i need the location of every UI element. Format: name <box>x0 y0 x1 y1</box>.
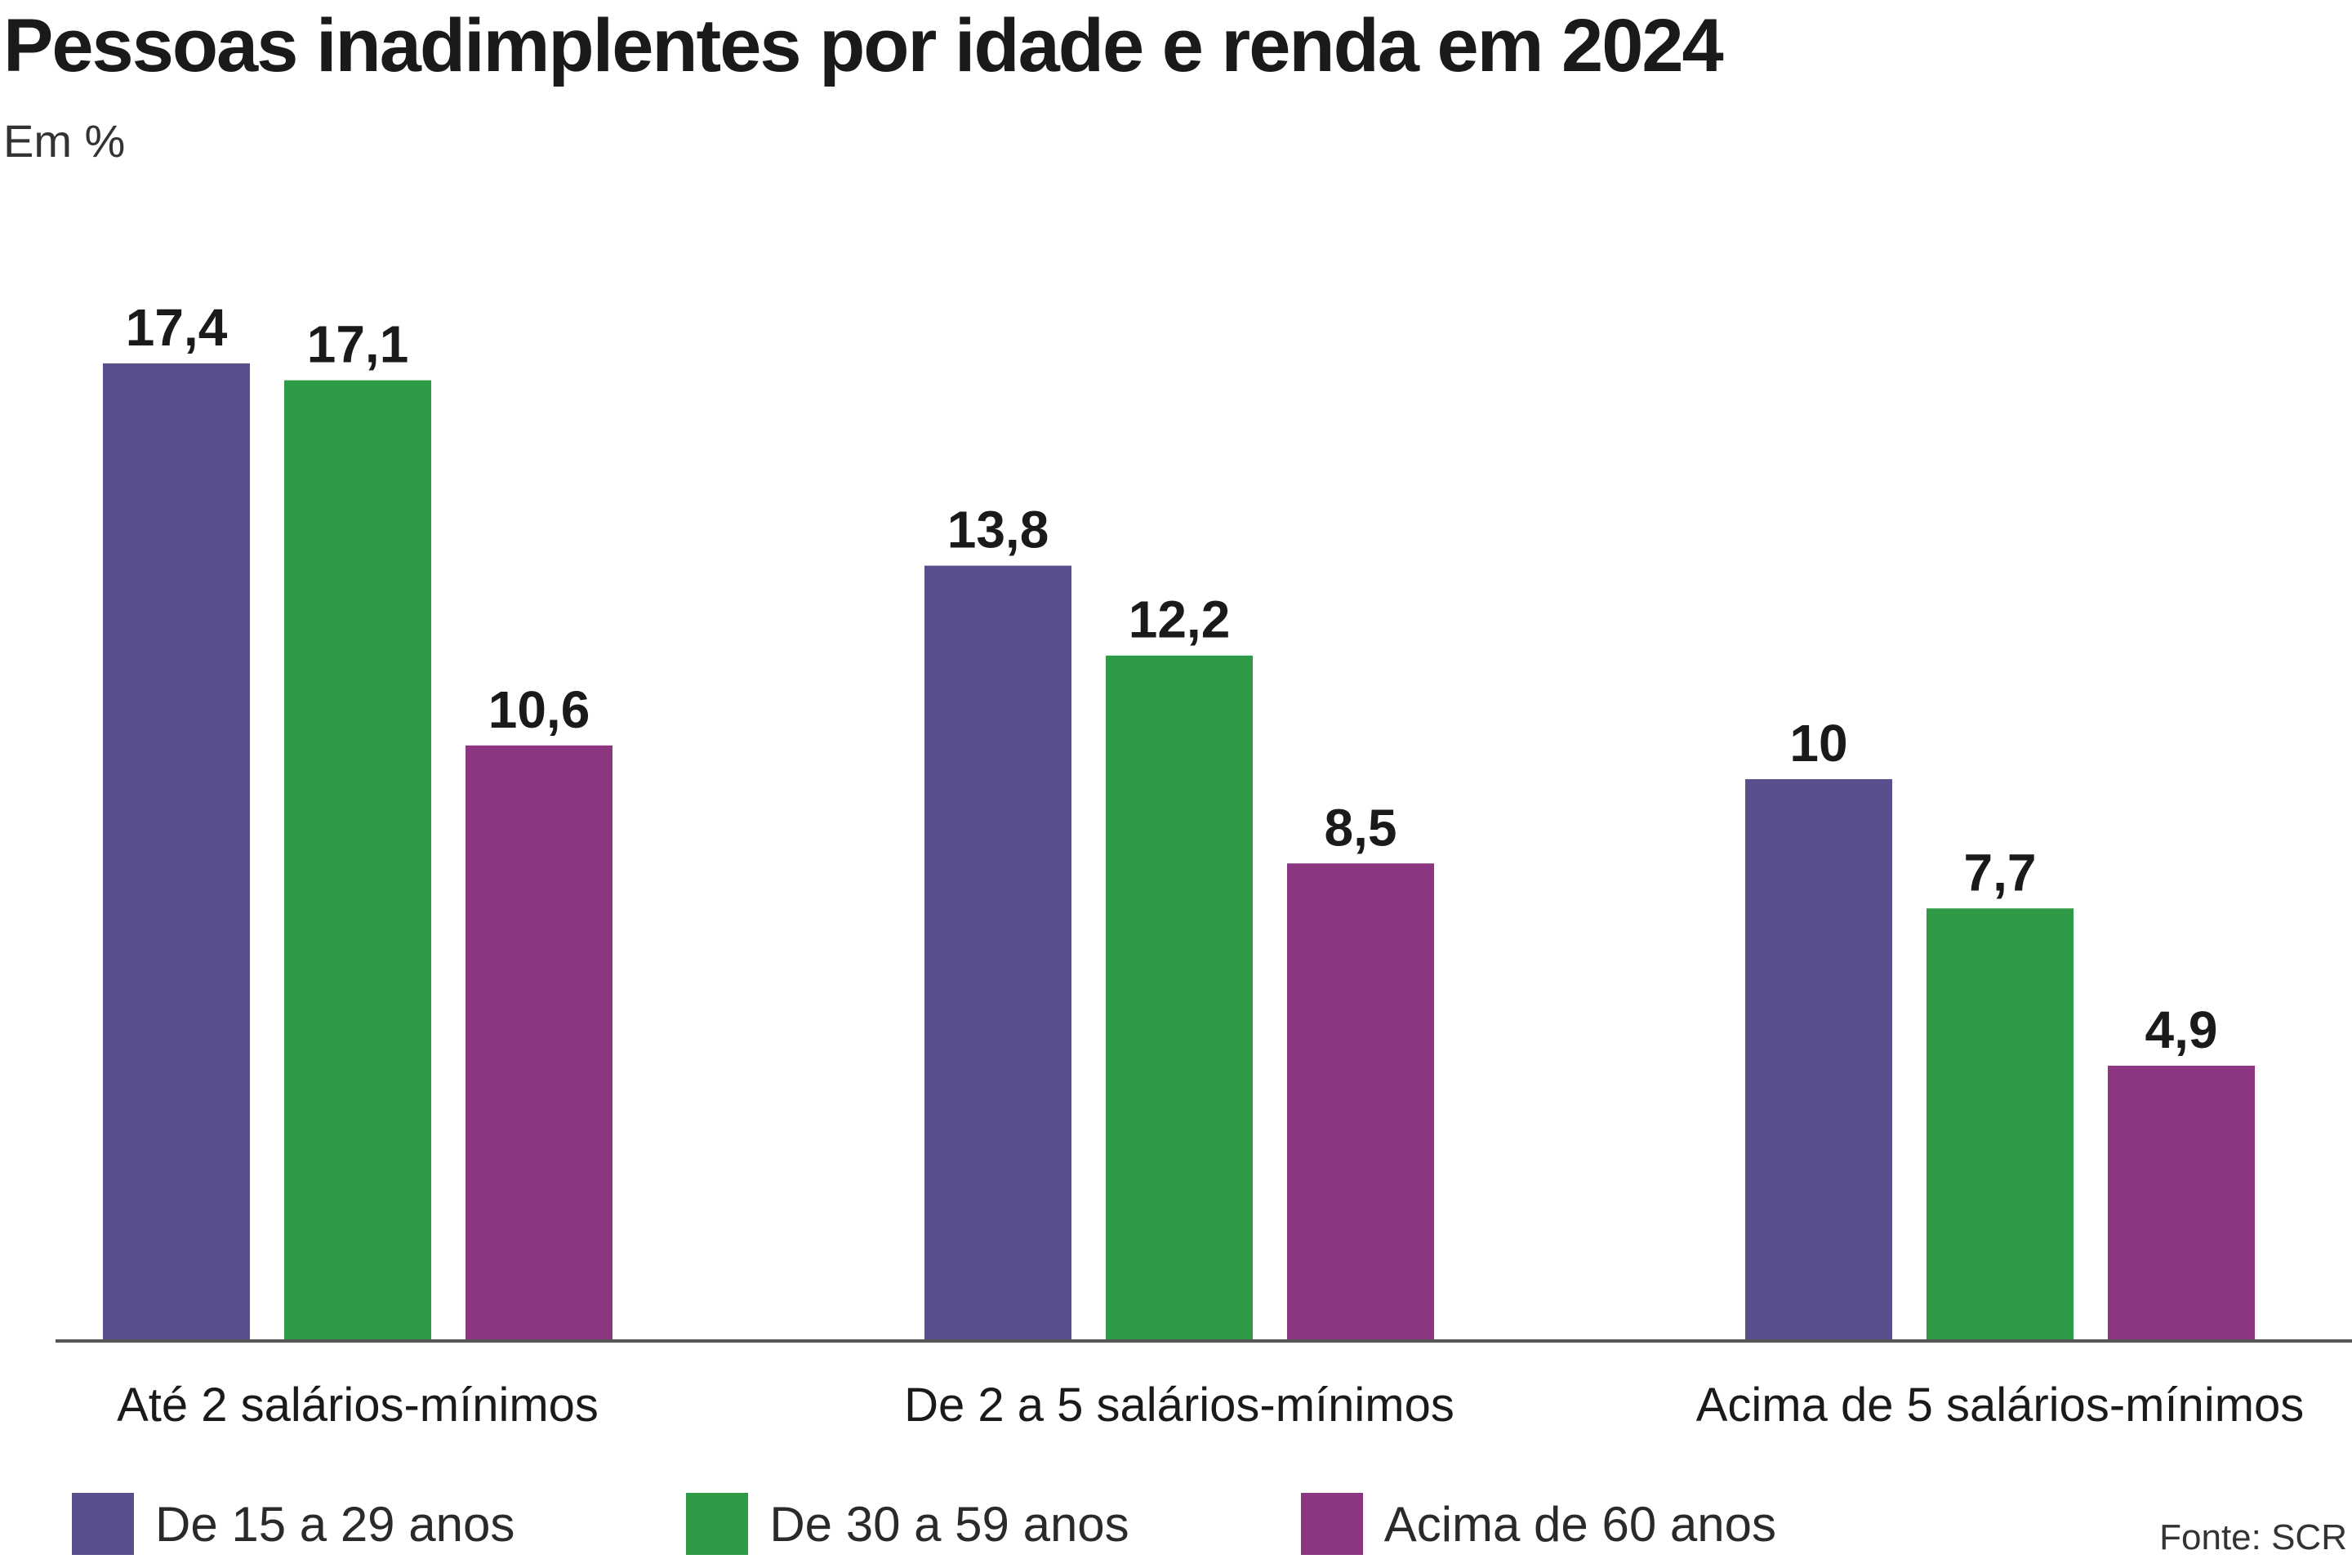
legend-item-60-plus: Acima de 60 anos <box>1300 1493 1776 1555</box>
bar-acima-de-5-salarios-minimos-de-15-a-29-anos <box>1745 779 1892 1341</box>
bar-acima-de-5-salarios-minimos-acima-de-60-anos <box>2108 1065 2255 1341</box>
chart-title: Pessoas inadimplentes por idade e renda … <box>3 4 1724 87</box>
value-label-acima-de-5-salarios-minimos-de-15-a-29-anos: 10 <box>1789 714 1847 773</box>
value-label-de-2-a-5-salarios-minimos-de-15-a-29-anos: 13,8 <box>947 501 1049 559</box>
bar-de-2-a-5-salarios-minimos-de-30-a-59-anos <box>1106 655 1253 1341</box>
value-label-acima-de-5-salarios-minimos-acima-de-60-anos: 4,9 <box>2145 1000 2218 1059</box>
value-label-de-2-a-5-salarios-minimos-acima-de-60-anos: 8,5 <box>1325 798 1397 857</box>
value-label-ate-2-salarios-minimos-de-15-a-29-anos: 17,4 <box>126 298 228 357</box>
bar-ate-2-salarios-minimos-de-30-a-59-anos <box>284 380 431 1341</box>
legend-swatch-60-plus <box>1300 1493 1363 1555</box>
bar-acima-de-5-salarios-minimos-de-30-a-59-anos <box>1927 908 2074 1341</box>
legend-label-15-29: De 15 a 29 anos <box>155 1496 515 1552</box>
value-label-ate-2-salarios-minimos-acima-de-60-anos: 10,6 <box>488 680 590 739</box>
value-label-de-2-a-5-salarios-minimos-de-30-a-59-anos: 12,2 <box>1129 590 1231 649</box>
legend-swatch-30-59 <box>686 1493 749 1555</box>
legend-item-15-29: De 15 a 29 anos <box>72 1493 514 1555</box>
value-labels-group: 17,4 17,1 10,6 13,8 12,2 8,5 10 7,7 4,9 <box>126 298 2218 1059</box>
bar-ate-2-salarios-minimos-de-15-a-29-anos <box>103 363 250 1341</box>
legend: De 15 a 29 anos De 30 a 59 anos Acima de… <box>72 1493 1776 1555</box>
legend-label-60-plus: Acima de 60 anos <box>1383 1496 1776 1552</box>
category-label-ate-2-salarios-minimos: Até 2 salários-mínimos <box>117 1379 599 1432</box>
category-label-de-2-a-5-salarios-minimos: De 2 a 5 salários-mínimos <box>904 1379 1454 1432</box>
legend-item-30-59: De 30 a 59 anos <box>686 1493 1129 1555</box>
value-label-ate-2-salarios-minimos-de-30-a-59-anos: 17,1 <box>307 315 409 374</box>
bar-de-2-a-5-salarios-minimos-de-15-a-29-anos <box>924 565 1071 1341</box>
category-labels-group: Até 2 salários-mínimos De 2 a 5 salários-… <box>117 1379 2304 1432</box>
bar-de-2-a-5-salarios-minimos-acima-de-60-anos <box>1287 863 1434 1341</box>
chart-subtitle: Em % <box>3 115 126 167</box>
legend-label-30-59: De 30 a 59 anos <box>769 1496 1129 1552</box>
source-note: Fonte: SCR <box>2159 1517 2347 1557</box>
legend-swatch-15-29 <box>72 1493 134 1555</box>
category-label-acima-de-5-salarios-minimos: Acima de 5 salários-mínimos <box>1696 1379 2305 1432</box>
bars-group <box>103 363 2255 1341</box>
bar-ate-2-salarios-minimos-acima-de-60-anos <box>466 745 612 1341</box>
value-label-acima-de-5-salarios-minimos-de-30-a-59-anos: 7,7 <box>1964 843 2037 902</box>
